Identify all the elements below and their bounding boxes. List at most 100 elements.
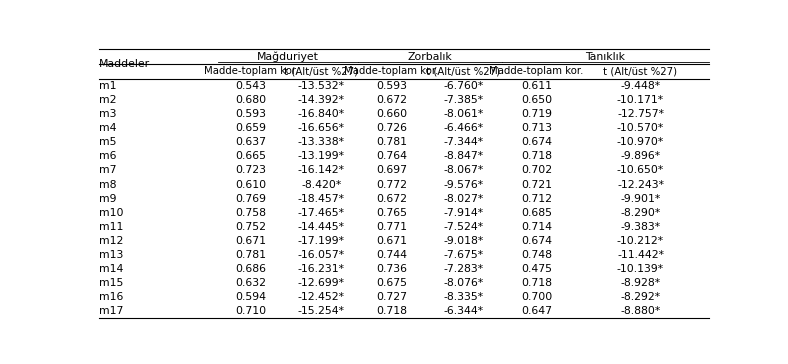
Text: -14.445*: -14.445*	[298, 222, 345, 232]
Text: -7.675*: -7.675*	[444, 250, 484, 260]
Text: -9.383*: -9.383*	[620, 222, 660, 232]
Text: -12.757*: -12.757*	[617, 109, 664, 119]
Text: t (Alt/üst %27): t (Alt/üst %27)	[284, 67, 359, 76]
Text: 0.665: 0.665	[236, 151, 266, 161]
Text: -13.338*: -13.338*	[298, 137, 345, 147]
Text: -7.385*: -7.385*	[444, 95, 484, 105]
Text: m7: m7	[99, 165, 117, 175]
Text: 0.718: 0.718	[376, 306, 407, 316]
Text: -10.570*: -10.570*	[617, 123, 664, 133]
Text: -8.928*: -8.928*	[620, 278, 660, 288]
Text: 0.659: 0.659	[236, 123, 266, 133]
Text: 0.723: 0.723	[236, 165, 266, 175]
Text: 0.593: 0.593	[236, 109, 266, 119]
Text: 0.712: 0.712	[521, 194, 552, 203]
Text: m11: m11	[99, 222, 124, 232]
Text: m8: m8	[99, 179, 117, 190]
Text: 0.744: 0.744	[376, 250, 407, 260]
Text: 0.647: 0.647	[521, 306, 552, 316]
Text: m17: m17	[99, 306, 124, 316]
Text: 0.610: 0.610	[236, 179, 266, 190]
Text: -17.465*: -17.465*	[298, 208, 345, 218]
Text: 0.702: 0.702	[521, 165, 552, 175]
Text: -8.290*: -8.290*	[620, 208, 660, 218]
Text: -13.532*: -13.532*	[298, 81, 345, 91]
Text: -6.466*: -6.466*	[444, 123, 484, 133]
Text: 0.593: 0.593	[376, 81, 407, 91]
Text: -7.344*: -7.344*	[444, 137, 484, 147]
Text: Madde-toplam kor.: Madde-toplam kor.	[344, 67, 439, 76]
Text: -16.656*: -16.656*	[298, 123, 345, 133]
Text: 0.672: 0.672	[376, 194, 407, 203]
Text: 0.674: 0.674	[521, 137, 552, 147]
Text: -9.018*: -9.018*	[444, 236, 484, 246]
Text: m4: m4	[99, 123, 117, 133]
Text: 0.650: 0.650	[521, 95, 552, 105]
Text: 0.714: 0.714	[521, 222, 552, 232]
Text: -10.171*: -10.171*	[617, 95, 664, 105]
Text: m3: m3	[99, 109, 117, 119]
Text: 0.685: 0.685	[521, 208, 552, 218]
Text: -8.335*: -8.335*	[444, 292, 484, 302]
Text: -12.699*: -12.699*	[298, 278, 345, 288]
Text: -8.292*: -8.292*	[620, 292, 660, 302]
Text: -10.212*: -10.212*	[617, 236, 664, 246]
Text: 0.764: 0.764	[376, 151, 407, 161]
Text: 0.697: 0.697	[376, 165, 407, 175]
Text: -16.840*: -16.840*	[298, 109, 345, 119]
Text: 0.771: 0.771	[376, 222, 407, 232]
Text: -8.027*: -8.027*	[444, 194, 484, 203]
Text: -15.254*: -15.254*	[298, 306, 345, 316]
Text: m15: m15	[99, 278, 124, 288]
Text: -9.896*: -9.896*	[620, 151, 660, 161]
Text: Tanıklık: Tanıklık	[585, 52, 626, 62]
Text: m1: m1	[99, 81, 117, 91]
Text: -14.392*: -14.392*	[298, 95, 345, 105]
Text: 0.672: 0.672	[376, 95, 407, 105]
Text: 0.700: 0.700	[521, 292, 552, 302]
Text: -16.231*: -16.231*	[298, 264, 345, 274]
Text: m14: m14	[99, 264, 124, 274]
Text: 0.718: 0.718	[521, 278, 552, 288]
Text: -16.057*: -16.057*	[298, 250, 345, 260]
Text: 0.543: 0.543	[236, 81, 266, 91]
Text: 0.752: 0.752	[236, 222, 266, 232]
Text: Maddeler: Maddeler	[99, 59, 151, 69]
Text: Mağduriyet: Mağduriyet	[257, 51, 319, 62]
Text: 0.727: 0.727	[376, 292, 407, 302]
Text: -10.970*: -10.970*	[617, 137, 664, 147]
Text: 0.769: 0.769	[236, 194, 266, 203]
Text: -9.448*: -9.448*	[620, 81, 660, 91]
Text: 0.675: 0.675	[376, 278, 407, 288]
Text: 0.736: 0.736	[376, 264, 407, 274]
Text: -17.199*: -17.199*	[298, 236, 345, 246]
Text: m5: m5	[99, 137, 117, 147]
Text: 0.718: 0.718	[521, 151, 552, 161]
Text: 0.637: 0.637	[236, 137, 266, 147]
Text: 0.680: 0.680	[236, 95, 266, 105]
Text: m10: m10	[99, 208, 124, 218]
Text: -9.576*: -9.576*	[444, 179, 484, 190]
Text: -10.139*: -10.139*	[617, 264, 664, 274]
Text: -18.457*: -18.457*	[298, 194, 345, 203]
Text: m12: m12	[99, 236, 124, 246]
Text: t (Alt/üst %27): t (Alt/üst %27)	[426, 67, 500, 76]
Text: -8.061*: -8.061*	[444, 109, 484, 119]
Text: 0.660: 0.660	[376, 109, 407, 119]
Text: 0.686: 0.686	[236, 264, 266, 274]
Text: -7.524*: -7.524*	[444, 222, 484, 232]
Text: Madde-toplam kor.: Madde-toplam kor.	[489, 67, 584, 76]
Text: m16: m16	[99, 292, 124, 302]
Text: 0.781: 0.781	[376, 137, 407, 147]
Text: Madde-toplam kor.: Madde-toplam kor.	[204, 67, 299, 76]
Text: 0.748: 0.748	[521, 250, 552, 260]
Text: 0.632: 0.632	[236, 278, 266, 288]
Text: -8.880*: -8.880*	[620, 306, 660, 316]
Text: 0.719: 0.719	[521, 109, 552, 119]
Text: 0.781: 0.781	[236, 250, 266, 260]
Text: -8.847*: -8.847*	[444, 151, 484, 161]
Text: 0.710: 0.710	[236, 306, 266, 316]
Text: 0.726: 0.726	[376, 123, 407, 133]
Text: -8.067*: -8.067*	[444, 165, 484, 175]
Text: t (Alt/üst %27): t (Alt/üst %27)	[604, 67, 678, 76]
